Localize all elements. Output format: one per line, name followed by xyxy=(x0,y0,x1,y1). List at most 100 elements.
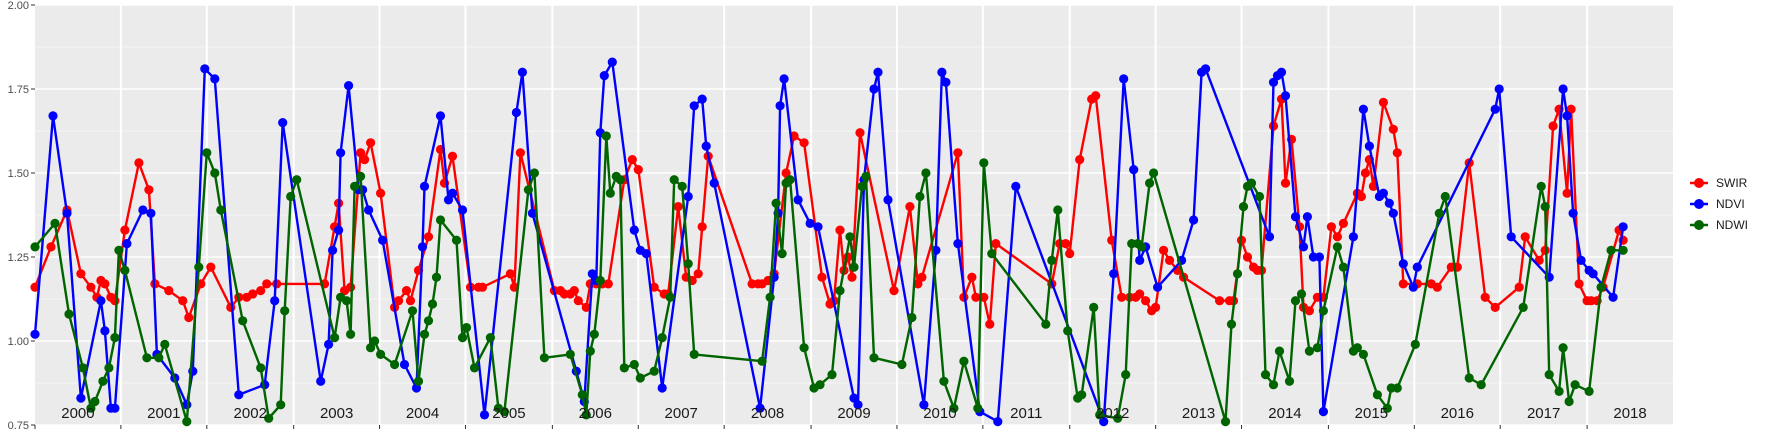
data-point-ndwi xyxy=(64,309,74,319)
data-point-swir xyxy=(633,165,643,175)
data-point-ndwi xyxy=(595,275,605,286)
data-point-ndwi xyxy=(1518,302,1528,312)
data-point-ndwi xyxy=(615,175,625,185)
data-point-ndvi xyxy=(1384,198,1394,208)
data-point-ndvi xyxy=(755,403,765,413)
data-point-ndwi xyxy=(1352,343,1362,353)
year-label-2002: 2002 xyxy=(234,405,267,422)
data-point-ndwi xyxy=(1434,208,1444,218)
data-point-ndvi xyxy=(1490,104,1500,114)
data-point-swir xyxy=(178,296,188,306)
data-point-swir xyxy=(30,282,40,292)
year-label-2000: 2000 xyxy=(61,405,94,422)
data-point-ndwi xyxy=(589,329,599,339)
y-tick-label-0.75: 0.75 xyxy=(8,420,29,432)
legend-item-ndvi: NDVI xyxy=(1690,197,1745,211)
data-point-ndwi xyxy=(529,168,540,178)
data-point-swir xyxy=(1065,249,1075,259)
data-point-ndvi xyxy=(435,111,446,121)
data-point-ndvi xyxy=(146,208,156,218)
data-point-ndwi xyxy=(1113,413,1123,423)
data-point-ndwi xyxy=(457,333,468,343)
data-point-ndvi xyxy=(1153,282,1163,292)
data-point-ndwi xyxy=(342,296,352,306)
data-point-swir xyxy=(1215,296,1225,306)
data-point-ndvi xyxy=(1358,104,1368,114)
data-point-ndvi xyxy=(869,84,879,94)
data-point-ndwi xyxy=(1290,296,1301,306)
year-label-2012: 2012 xyxy=(1096,405,1129,422)
data-point-swir xyxy=(1141,296,1151,306)
data-point-ndwi xyxy=(1564,396,1574,407)
data-point-ndwi xyxy=(330,333,340,343)
data-point-ndwi xyxy=(1332,242,1342,252)
data-point-ndvi xyxy=(200,64,210,74)
data-point-ndvi xyxy=(1099,417,1109,427)
data-point-ndvi xyxy=(849,393,859,403)
data-point-ndwi xyxy=(1440,191,1450,202)
data-point-ndwi xyxy=(1540,202,1550,212)
year-labels: 2000 2001 2002 2003 2004 2005 2006 2007 2008 2009… xyxy=(61,405,1646,422)
data-point-ndwi xyxy=(485,333,495,343)
year-label-2005: 2005 xyxy=(492,405,525,422)
data-point-ndvi xyxy=(138,205,148,215)
data-point-swir xyxy=(110,296,120,306)
data-point-swir xyxy=(1135,289,1145,299)
data-point-swir xyxy=(376,188,386,198)
data-point-ndvi xyxy=(941,77,951,87)
data-point-ndvi xyxy=(697,94,707,104)
data-point-swir xyxy=(248,289,258,299)
data-point-ndwi xyxy=(1047,255,1057,265)
data-point-swir xyxy=(1368,181,1378,191)
data-point-ndwi xyxy=(799,343,809,353)
data-point-ndwi xyxy=(1254,191,1265,202)
data-point-swir xyxy=(46,242,56,252)
data-point-ndvi xyxy=(1576,255,1586,265)
data-point-ndwi xyxy=(114,245,124,255)
legend-key-point xyxy=(1694,199,1704,209)
data-point-ndwi xyxy=(1137,242,1147,252)
data-point-ndvi xyxy=(100,326,110,336)
data-point-ndvi xyxy=(443,195,454,205)
data-point-ndwi xyxy=(280,306,290,316)
y-tick-label-1.25: 1.25 xyxy=(8,252,29,264)
x-axis-ticks xyxy=(34,425,1588,429)
y-tick-label-1.00: 1.00 xyxy=(8,336,29,348)
data-point-ndwi xyxy=(264,413,274,423)
data-point-ndwi xyxy=(757,356,767,366)
data-point-ndvi xyxy=(48,111,58,121)
data-point-ndwi xyxy=(973,403,983,413)
data-point-ndwi xyxy=(1149,168,1159,178)
data-point-ndvi xyxy=(1276,67,1287,77)
data-point-ndwi xyxy=(861,171,871,181)
data-point-ndvi xyxy=(76,393,86,403)
data-point-ndvi xyxy=(775,101,785,111)
data-point-ndwi xyxy=(1232,269,1243,279)
data-point-ndwi xyxy=(154,353,164,363)
data-point-ndvi xyxy=(1388,208,1398,218)
year-label-2007: 2007 xyxy=(665,405,698,422)
data-point-ndvi xyxy=(1364,141,1374,151)
series-layer xyxy=(30,57,1628,427)
data-point-ndvi xyxy=(709,178,719,188)
data-point-ndwi xyxy=(619,363,629,373)
year-label-2011: 2011 xyxy=(1010,405,1042,422)
data-point-ndvi xyxy=(1119,74,1129,84)
data-point-ndwi xyxy=(1618,245,1628,255)
data-point-swir xyxy=(405,296,416,306)
data-point-ndvi xyxy=(1568,208,1578,218)
data-point-ndwi xyxy=(1358,349,1368,359)
data-point-ndvi xyxy=(793,195,803,205)
data-point-swir xyxy=(1159,245,1169,255)
data-point-ndwi xyxy=(1570,380,1580,390)
data-point-ndvi xyxy=(336,148,346,158)
data-point-swir xyxy=(917,272,927,282)
data-point-swir xyxy=(799,138,809,148)
data-point-ndwi xyxy=(1296,289,1307,299)
data-point-ndvi xyxy=(334,225,344,235)
data-point-ndwi xyxy=(1260,370,1271,380)
data-point-ndvi xyxy=(479,410,490,420)
data-point-ndvi xyxy=(689,101,699,111)
data-point-ndwi xyxy=(815,380,825,390)
